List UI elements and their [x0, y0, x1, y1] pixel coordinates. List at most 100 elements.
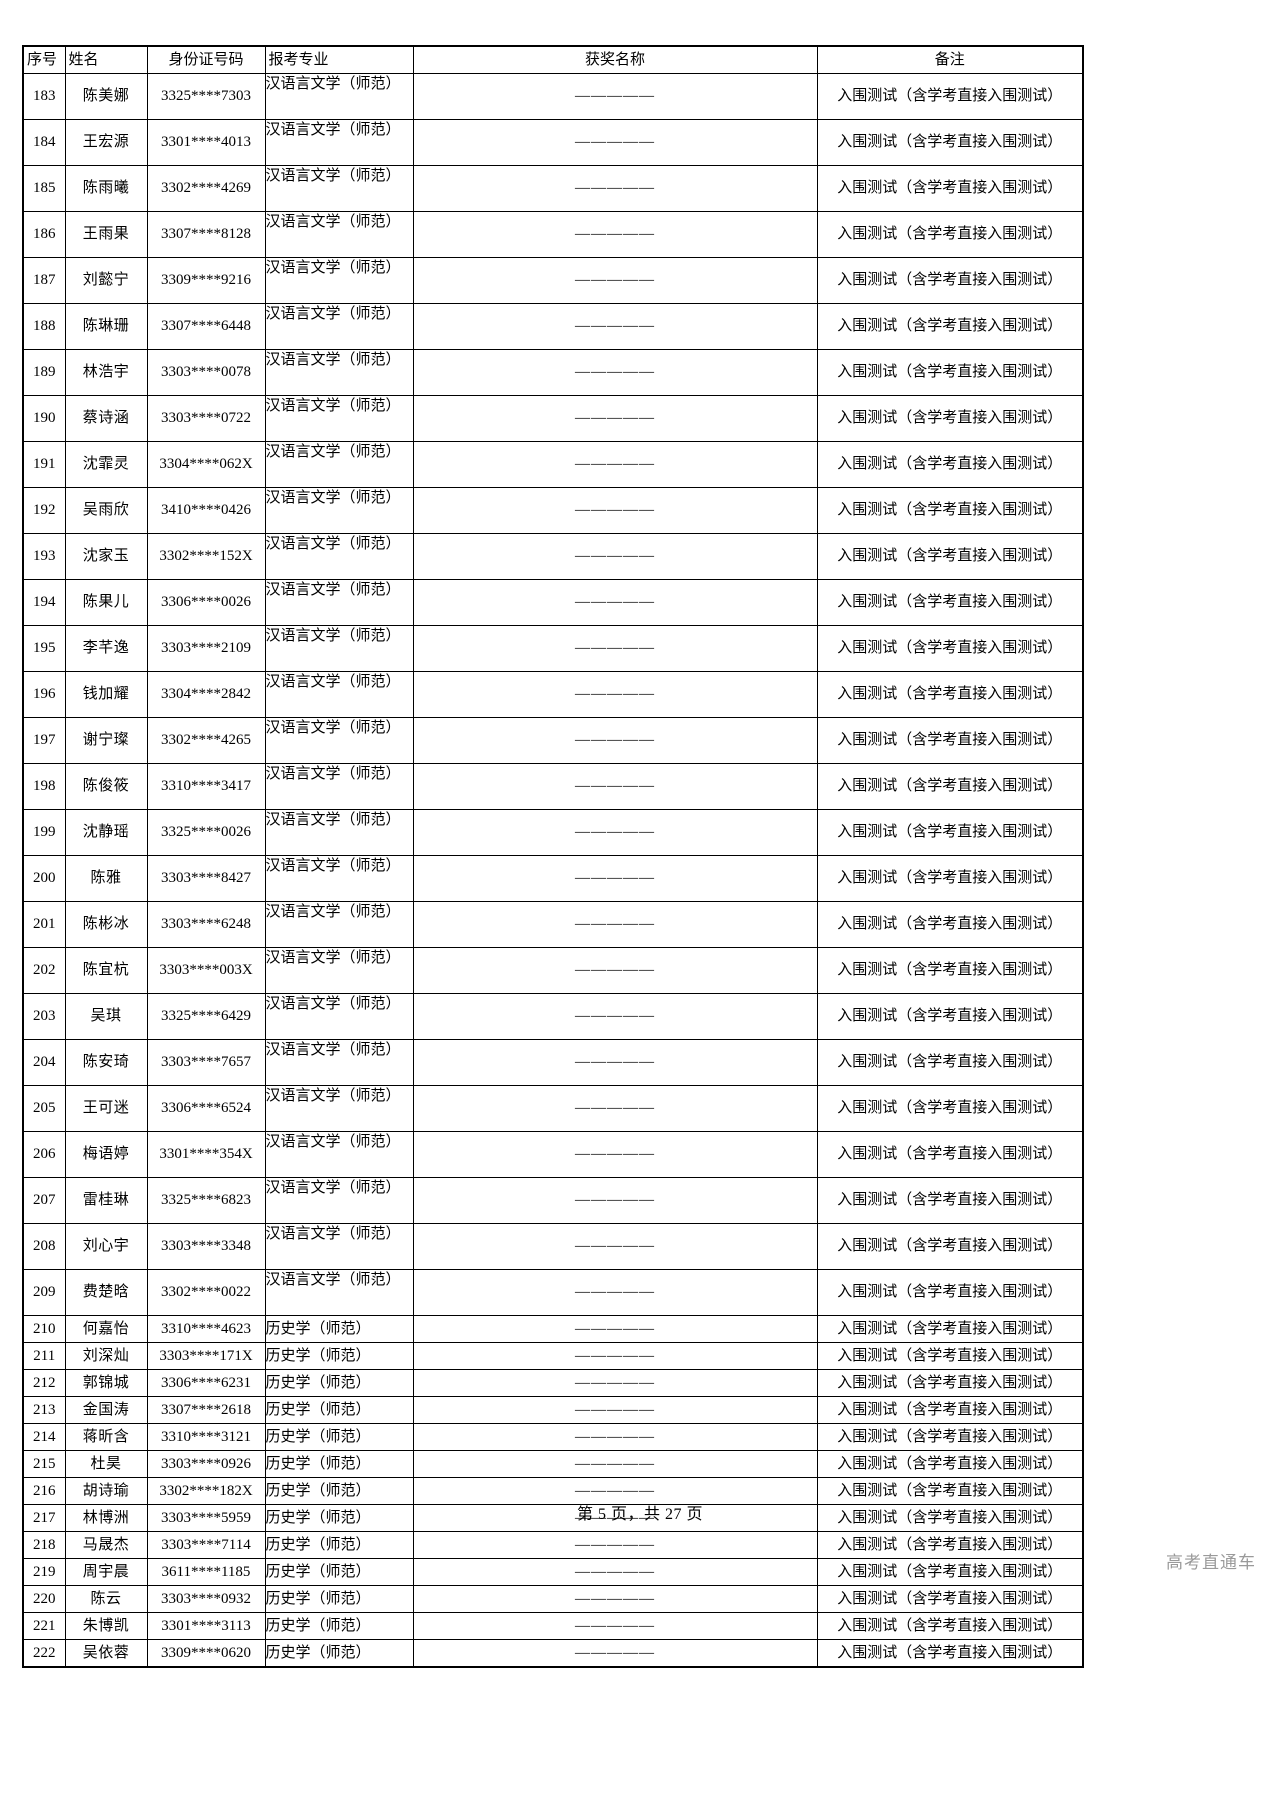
table-row: 217 林博洲 3303****5959 历史学（师范） ————— 入围测试（含学考直接…: [22, 1504, 1084, 1532]
cell-seq: 214: [22, 1423, 66, 1451]
table-row: 195 李芊逸 3303****2109 汉语言文学（师范） ————— 入围测试（含学考…: [22, 625, 1084, 672]
cell-remark: 入围测试（含学考直接入围测试）: [816, 993, 1084, 1040]
cell-name: 吴雨欣: [64, 487, 148, 534]
table-row: 192 吴雨欣 3410****0426 汉语言文学（师范） ————— 入围测试（含学考…: [22, 487, 1084, 534]
cell-name: 林浩宇: [64, 349, 148, 396]
cell-name: 郭锦城: [64, 1369, 148, 1397]
cell-major: 汉语言文学（师范）: [264, 487, 414, 534]
cell-major: 汉语言文学（师范）: [264, 1085, 414, 1132]
cell-award: —————: [412, 901, 818, 948]
cell-award: —————: [412, 1396, 818, 1424]
column-header-seq: 序号: [22, 45, 66, 74]
cell-seq: 218: [22, 1531, 66, 1559]
cell-major: 汉语言文学（师范）: [264, 1039, 414, 1086]
cell-id-number: 3306****6524: [146, 1085, 266, 1132]
cell-remark: 入围测试（含学考直接入围测试）: [816, 671, 1084, 718]
cell-major: 历史学（师范）: [264, 1504, 414, 1532]
cell-name: 王雨果: [64, 211, 148, 258]
cell-major: 汉语言文学（师范）: [264, 1269, 414, 1316]
cell-id-number: 3325****6823: [146, 1177, 266, 1224]
cell-award: —————: [412, 1450, 818, 1478]
cell-id-number: 3307****8128: [146, 211, 266, 258]
cell-remark: 入围测试（含学考直接入围测试）: [816, 1039, 1084, 1086]
cell-award: —————: [412, 487, 818, 534]
cell-seq: 199: [22, 809, 66, 856]
table-row: 203 吴琪 3325****6429 汉语言文学（师范） ————— 入围测试（含学考直…: [22, 993, 1084, 1040]
cell-seq: 185: [22, 165, 66, 212]
cell-id-number: 3310****3121: [146, 1423, 266, 1451]
cell-name: 周宇晨: [64, 1558, 148, 1586]
table-row: 199 沈静瑶 3325****0026 汉语言文学（师范） ————— 入围测试（含学考…: [22, 809, 1084, 856]
column-header-id-number: 身份证号码: [146, 45, 266, 74]
cell-major: 汉语言文学（师范）: [264, 303, 414, 350]
cell-award: —————: [412, 855, 818, 902]
column-header-award: 获奖名称: [412, 45, 818, 74]
cell-name: 王宏源: [64, 119, 148, 166]
cell-id-number: 3307****6448: [146, 303, 266, 350]
cell-name: 雷桂琳: [64, 1177, 148, 1224]
cell-major: 汉语言文学（师范）: [264, 395, 414, 442]
table-body: 183 陈美娜 3325****7303 汉语言文学（师范） ————— 入围测试（含学考…: [22, 73, 1084, 1668]
cell-remark: 入围测试（含学考直接入围测试）: [816, 1342, 1084, 1370]
cell-id-number: 3325****7303: [146, 73, 266, 120]
cell-remark: 入围测试（含学考直接入围测试）: [816, 763, 1084, 810]
cell-name: 刘深灿: [64, 1342, 148, 1370]
cell-id-number: 3304****062X: [146, 441, 266, 488]
cell-remark: 入围测试（含学考直接入围测试）: [816, 1612, 1084, 1640]
candidate-roster-table: 序号 姓名 身份证号码 报考专业 获奖名称 备注 183 陈美娜 3325****7…: [22, 45, 1084, 1668]
column-header-name: 姓名: [64, 45, 148, 74]
cell-major: 汉语言文学（师范）: [264, 533, 414, 580]
cell-seq: 222: [22, 1639, 66, 1668]
cell-seq: 210: [22, 1315, 66, 1343]
cell-award: —————: [412, 1039, 818, 1086]
table-row: 212 郭锦城 3306****6231 历史学（师范） ————— 入围测试（含学考直接…: [22, 1369, 1084, 1397]
cell-seq: 212: [22, 1369, 66, 1397]
cell-id-number: 3309****9216: [146, 257, 266, 304]
cell-name: 陈彬冰: [64, 901, 148, 948]
cell-major: 历史学（师范）: [264, 1531, 414, 1559]
cell-name: 吴琪: [64, 993, 148, 1040]
cell-id-number: 3303****0932: [146, 1585, 266, 1613]
cell-name: 沈家玉: [64, 533, 148, 580]
cell-major: 汉语言文学（师范）: [264, 1131, 414, 1178]
cell-id-number: 3303****7657: [146, 1039, 266, 1086]
table-row: 214 蒋昕含 3310****3121 历史学（师范） ————— 入围测试（含学考直接…: [22, 1423, 1084, 1451]
cell-award: —————: [412, 257, 818, 304]
cell-name: 朱博凯: [64, 1612, 148, 1640]
cell-name: 陈宜杭: [64, 947, 148, 994]
cell-award: —————: [412, 625, 818, 672]
cell-name: 蔡诗涵: [64, 395, 148, 442]
cell-remark: 入围测试（含学考直接入围测试）: [816, 533, 1084, 580]
cell-major: 汉语言文学（师范）: [264, 579, 414, 626]
cell-major: 汉语言文学（师范）: [264, 165, 414, 212]
cell-name: 陈琳珊: [64, 303, 148, 350]
cell-major: 汉语言文学（师范）: [264, 763, 414, 810]
cell-remark: 入围测试（含学考直接入围测试）: [816, 1223, 1084, 1270]
cell-id-number: 3303****0078: [146, 349, 266, 396]
cell-seq: 217: [22, 1504, 66, 1532]
cell-remark: 入围测试（含学考直接入围测试）: [816, 947, 1084, 994]
cell-name: 杜昊: [64, 1450, 148, 1478]
cell-id-number: 3611****1185: [146, 1558, 266, 1586]
table-row: 210 何嘉怡 3310****4623 历史学（师范） ————— 入围测试（含学考直接…: [22, 1315, 1084, 1343]
cell-name: 谢宁璨: [64, 717, 148, 764]
cell-award: —————: [412, 303, 818, 350]
cell-id-number: 3303****171X: [146, 1342, 266, 1370]
cell-id-number: 3303****6248: [146, 901, 266, 948]
cell-major: 历史学（师范）: [264, 1639, 414, 1668]
table-row: 209 费楚晗 3302****0022 汉语言文学（师范） ————— 入围测试（含学考…: [22, 1269, 1084, 1316]
cell-name: 李芊逸: [64, 625, 148, 672]
cell-name: 蒋昕含: [64, 1423, 148, 1451]
cell-seq: 194: [22, 579, 66, 626]
cell-seq: 190: [22, 395, 66, 442]
cell-major: 汉语言文学（师范）: [264, 73, 414, 120]
table-row: 208 刘心宇 3303****3348 汉语言文学（师范） ————— 入围测试（含学考…: [22, 1223, 1084, 1270]
cell-remark: 入围测试（含学考直接入围测试）: [816, 1639, 1084, 1668]
cell-name: 沈静瑶: [64, 809, 148, 856]
cell-award: —————: [412, 1369, 818, 1397]
table-row: 184 王宏源 3301****4013 汉语言文学（师范） ————— 入围测试（含学考…: [22, 119, 1084, 166]
cell-major: 历史学（师范）: [264, 1612, 414, 1640]
cell-award: —————: [412, 1585, 818, 1613]
cell-seq: 191: [22, 441, 66, 488]
